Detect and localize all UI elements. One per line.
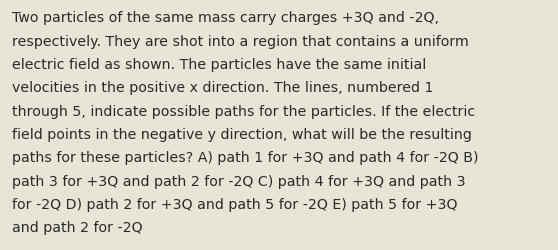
Text: for -2Q D) path 2 for +3Q and path 5 for -2Q E) path 5 for +3Q: for -2Q D) path 2 for +3Q and path 5 for…: [12, 197, 458, 211]
Text: electric field as shown. The particles have the same initial: electric field as shown. The particles h…: [12, 58, 426, 72]
Text: and path 2 for -2Q: and path 2 for -2Q: [12, 220, 143, 234]
Text: Two particles of the same mass carry charges +3Q and -2Q,: Two particles of the same mass carry cha…: [12, 11, 439, 25]
Text: velocities in the positive x direction. The lines, numbered 1: velocities in the positive x direction. …: [12, 81, 434, 95]
Text: path 3 for +3Q and path 2 for -2Q C) path 4 for +3Q and path 3: path 3 for +3Q and path 2 for -2Q C) pat…: [12, 174, 466, 188]
Text: through 5, indicate possible paths for the particles. If the electric: through 5, indicate possible paths for t…: [12, 104, 475, 118]
Text: field points in the negative y direction, what will be the resulting: field points in the negative y direction…: [12, 128, 472, 141]
Text: respectively. They are shot into a region that contains a uniform: respectively. They are shot into a regio…: [12, 34, 469, 48]
Text: paths for these particles? A) path 1 for +3Q and path 4 for -2Q B): paths for these particles? A) path 1 for…: [12, 151, 479, 165]
